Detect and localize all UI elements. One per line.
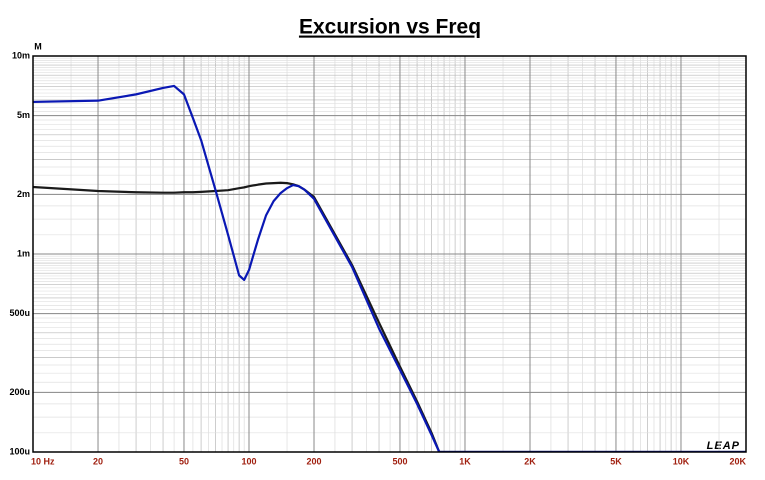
y-tick-label: 2m — [17, 189, 30, 199]
x-tick-label: 10 Hz — [31, 456, 55, 466]
y-tick-label: 10m — [12, 50, 30, 60]
series-line — [33, 181, 746, 452]
y-tick-label: 500u — [9, 308, 30, 318]
x-tick-label: 200 — [306, 456, 321, 466]
x-tick-label: 10K — [673, 456, 690, 466]
x-tick-label: 20K — [729, 456, 746, 466]
y-tick-label: 200u — [9, 387, 30, 397]
y-tick-label: 100u — [9, 446, 30, 456]
x-tick-label: 50 — [179, 456, 189, 466]
series-line — [33, 84, 746, 452]
watermark: LEAP — [707, 440, 740, 452]
y-tick-label: 1m — [17, 248, 30, 258]
x-tick-label: 5K — [610, 456, 622, 466]
plot-frame — [32, 55, 747, 453]
x-tick-label: 20 — [93, 456, 103, 466]
x-tick-label: 2K — [524, 456, 536, 466]
grid — [32, 55, 747, 453]
x-tick-label: 1K — [459, 456, 471, 466]
y-tick-label: 5m — [17, 110, 30, 120]
plot-area — [33, 84, 746, 452]
x-tick-label: 500 — [392, 456, 407, 466]
y-unit: M — [34, 41, 42, 51]
chart-title: Excursion vs Freq — [299, 16, 481, 39]
x-tick-label: 100 — [241, 456, 256, 466]
